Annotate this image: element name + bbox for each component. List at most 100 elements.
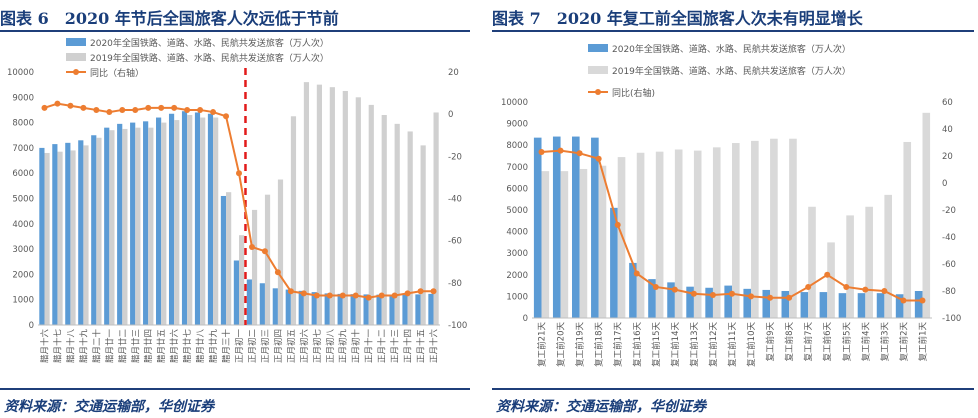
category-label: 复工前2天 bbox=[898, 322, 909, 362]
legend-swatch-marker bbox=[73, 69, 79, 75]
category-label: 腊月廿二 bbox=[117, 329, 128, 364]
bar-2020 bbox=[402, 294, 408, 325]
legend-swatch bbox=[66, 53, 86, 61]
yoy-point bbox=[538, 148, 545, 155]
bar-2020 bbox=[648, 279, 656, 318]
right-axis-tick-label: 60 bbox=[942, 98, 953, 108]
category-label: 腊月廿四 bbox=[143, 329, 154, 363]
category-label: 正月十六 bbox=[429, 329, 440, 364]
legend-label: 同比（右轴） bbox=[90, 67, 144, 79]
legend-label: 同比(右轴) bbox=[612, 87, 655, 99]
yoy-point bbox=[365, 294, 372, 301]
yoy-point bbox=[248, 243, 255, 250]
bar-2019 bbox=[655, 151, 664, 318]
left-axis-tick-label: 5000 bbox=[506, 206, 528, 216]
category-label: 正月初三 bbox=[260, 329, 271, 363]
bar-2020 bbox=[311, 292, 317, 325]
right-axis-tick-label: -20 bbox=[942, 206, 956, 216]
left-axis-tick-label: 1000 bbox=[12, 296, 34, 306]
legend-swatch bbox=[588, 66, 608, 74]
bar-2019 bbox=[83, 145, 89, 325]
yoy-point bbox=[210, 109, 217, 116]
right-axis-tick-label: -80 bbox=[942, 287, 956, 297]
right-axis-tick-label: -60 bbox=[448, 237, 462, 247]
category-label: 复工前5天 bbox=[841, 322, 852, 362]
bar-2019 bbox=[770, 138, 778, 318]
bar-2019 bbox=[381, 115, 387, 325]
bar-2019 bbox=[200, 117, 206, 325]
yoy-point bbox=[430, 288, 437, 295]
category-label: 腊月二十 bbox=[91, 329, 102, 364]
bar-2020 bbox=[298, 290, 304, 325]
bar-2020 bbox=[350, 294, 356, 325]
yoy-point bbox=[404, 290, 411, 297]
category-label: 复工前7天 bbox=[803, 322, 814, 362]
legend-swatch bbox=[588, 44, 608, 52]
bar-2020 bbox=[610, 207, 618, 318]
left-axis-tick-label: 3000 bbox=[506, 249, 528, 259]
bar-2019 bbox=[922, 112, 931, 318]
right-axis-tick-label: -80 bbox=[448, 279, 462, 289]
category-label: 复工前21天 bbox=[537, 322, 548, 367]
category-label: 正月十二 bbox=[377, 329, 388, 364]
category-label: 腊月廿三 bbox=[130, 329, 141, 363]
category-label: 正月十四 bbox=[403, 329, 414, 363]
bar-2020 bbox=[181, 111, 188, 325]
bar-2019 bbox=[884, 194, 892, 318]
bar-2019 bbox=[903, 141, 912, 318]
figure-6-chart: 0 1000 2000 3000 4000 5000 6000 7000 8000 9000 100… bbox=[7, 37, 467, 364]
bar-2019 bbox=[57, 151, 63, 325]
right-axis-tick-label: 0 bbox=[942, 179, 947, 189]
left-axis-tick-label: 7000 bbox=[506, 163, 528, 173]
category-label: 复工前14天 bbox=[670, 322, 681, 367]
bar-2019 bbox=[342, 90, 348, 325]
category-label: 正月初一 bbox=[234, 329, 245, 364]
yoy-point bbox=[171, 104, 178, 111]
bar-2019 bbox=[541, 171, 550, 318]
figure-6-bottom-rule bbox=[0, 388, 470, 390]
bar-2019 bbox=[751, 140, 759, 318]
right-axis-tick-label: 40 bbox=[942, 125, 953, 135]
bar-2020 bbox=[838, 293, 847, 318]
yoy-point bbox=[41, 104, 48, 111]
category-label: 腊月廿六 bbox=[169, 329, 180, 364]
bar-2019 bbox=[420, 145, 426, 325]
yoy-point bbox=[352, 292, 359, 299]
category-label: 正月初四 bbox=[273, 329, 284, 363]
bar-2019 bbox=[161, 122, 167, 325]
right-axis-tick-label: -100 bbox=[942, 314, 961, 324]
bar-2019 bbox=[827, 242, 835, 318]
figure-6-top-rule bbox=[0, 30, 470, 32]
yoy-point bbox=[223, 113, 230, 120]
category-label: 腊月三十 bbox=[221, 329, 232, 364]
bar-2020 bbox=[130, 122, 136, 325]
bar-2020 bbox=[376, 294, 382, 325]
bar-2020 bbox=[686, 286, 694, 318]
bar-2019 bbox=[277, 179, 284, 325]
yoy-point bbox=[300, 290, 307, 297]
yoy-point bbox=[391, 292, 398, 299]
bar-2019 bbox=[329, 87, 335, 326]
yoy-point bbox=[106, 109, 113, 116]
bar-2020 bbox=[233, 260, 239, 325]
bar-2020 bbox=[143, 121, 149, 325]
bar-2020 bbox=[363, 294, 369, 325]
bar-2020 bbox=[800, 292, 809, 318]
bar-2019 bbox=[174, 120, 180, 325]
bar-2020 bbox=[259, 283, 265, 325]
category-label: 复工前11天 bbox=[727, 322, 738, 367]
yoy-point bbox=[709, 292, 716, 299]
category-label: 腊月十八 bbox=[65, 329, 76, 364]
bar-2020 bbox=[629, 262, 637, 318]
yoy-point bbox=[132, 106, 139, 113]
bar-2020 bbox=[895, 294, 904, 318]
bar-2020 bbox=[533, 137, 542, 318]
bar-2019 bbox=[226, 192, 232, 325]
bar-2020 bbox=[52, 144, 58, 325]
right-axis-tick-label: -100 bbox=[448, 321, 467, 331]
bar-2020 bbox=[781, 291, 790, 318]
right-axis-tick-label: -20 bbox=[448, 152, 462, 162]
bar-2019 bbox=[394, 123, 400, 325]
right-axis-tick-label: 0 bbox=[448, 110, 453, 120]
category-label: 正月初七 bbox=[312, 329, 323, 364]
